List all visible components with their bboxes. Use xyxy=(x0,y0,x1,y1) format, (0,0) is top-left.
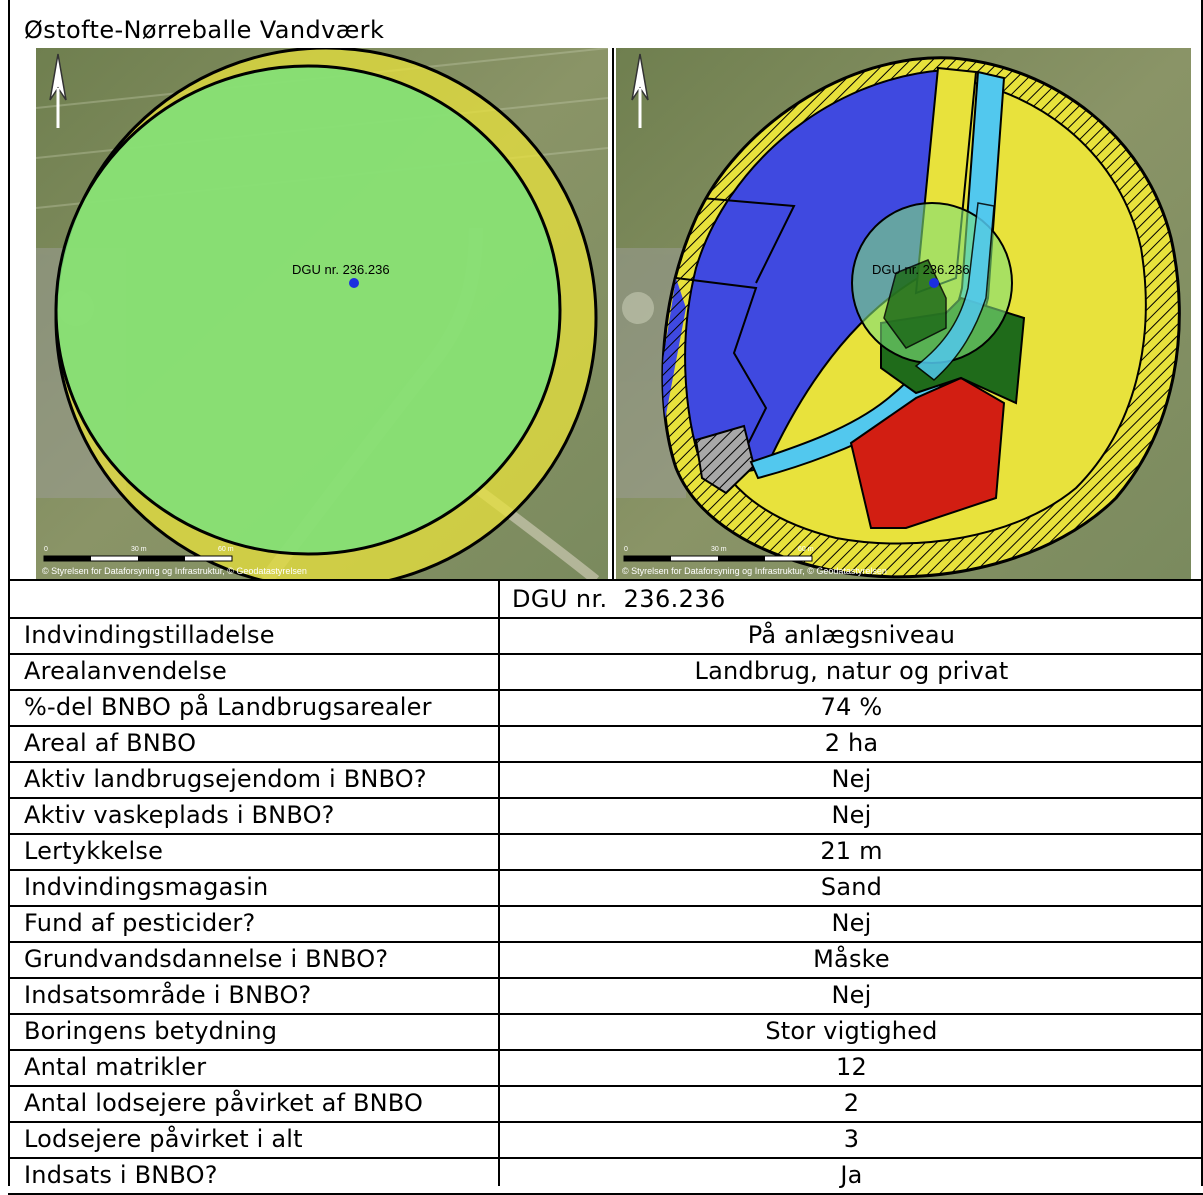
table-rule xyxy=(8,905,1203,907)
well-id-header: DGU nr. 236.236 xyxy=(512,585,726,613)
scale-tick-30: 30 m xyxy=(711,546,727,553)
row-label: Grundvandsdannelse i BNBO? xyxy=(24,945,389,973)
table-row: %-del BNBO på Landbrugsarealer 74 % xyxy=(0,689,1203,725)
scale-tick-60: 60 m xyxy=(798,546,814,553)
page-title: Østofte-Nørreballe Vandværk xyxy=(24,16,385,44)
table-row: Antal matrikler 12 xyxy=(0,1049,1203,1085)
table-rule xyxy=(8,797,1203,799)
table-rule xyxy=(8,1121,1203,1123)
row-value: Måske xyxy=(813,945,890,973)
table-rule xyxy=(8,617,1203,619)
well-label: DGU nr. 236.236 xyxy=(872,262,970,277)
table-rule xyxy=(8,1013,1203,1015)
table-row: Lodsejere påvirket i alt 3 xyxy=(0,1121,1203,1157)
table-row: Indvindingstilladelse På anlægsniveau xyxy=(0,617,1203,653)
row-value: 12 xyxy=(836,1053,867,1081)
scale-tick-30: 30 m xyxy=(131,546,147,553)
table-rule xyxy=(8,1157,1203,1159)
row-label: Antal matrikler xyxy=(24,1053,207,1081)
row-value: 2 ha xyxy=(824,729,879,757)
row-value: Nej xyxy=(831,765,872,793)
scale-tick-0: 0 xyxy=(44,546,48,553)
table-header-row: DGU nr. 236.236 xyxy=(0,581,1203,617)
row-label: Indsatsområde i BNBO? xyxy=(24,981,312,1009)
well-point-icon xyxy=(929,278,939,288)
table-row: Aktiv vaskeplads i BNBO? Nej xyxy=(0,797,1203,833)
row-label: Indsats i BNBO? xyxy=(24,1161,218,1189)
row-value: Ja xyxy=(840,1161,863,1189)
row-label: Aktiv landbrugsejendom i BNBO? xyxy=(24,765,427,793)
map-divider xyxy=(612,48,614,581)
map-land-use-bnbo: DGU nr. 236.236 0 30 m 60 m © Styrelsen … xyxy=(616,48,1191,580)
row-label: Lertykkelse xyxy=(24,837,164,865)
table-row: Indvindingsmagasin Sand xyxy=(0,869,1203,905)
table-row: Fund af pesticider? Nej xyxy=(0,905,1203,941)
row-value: På anlægsniveau xyxy=(747,621,956,649)
row-label: %-del BNBO på Landbrugsarealer xyxy=(24,693,432,721)
row-value: Nej xyxy=(831,909,872,937)
row-label: Lodsejere påvirket i alt xyxy=(24,1125,303,1153)
table-row: Boringens betydning Stor vigtighed xyxy=(0,1013,1203,1049)
well-point-icon xyxy=(349,278,359,288)
table-row: Areal af BNBO 2 ha xyxy=(0,725,1203,761)
frame-right xyxy=(1201,0,1203,1186)
table-row: Antal lodsejere påvirket af BNBO 2 xyxy=(0,1085,1203,1121)
north-arrow-icon xyxy=(49,53,67,128)
row-value: Stor vigtighed xyxy=(765,1017,938,1045)
divider xyxy=(8,579,1203,581)
column-divider xyxy=(498,581,500,1186)
well-label: DGU nr. 236.236 xyxy=(292,262,390,277)
row-value: 21 m xyxy=(820,837,883,865)
row-label: Indvindingsmagasin xyxy=(24,873,269,901)
table-rule xyxy=(8,761,1203,763)
row-value: Nej xyxy=(831,981,872,1009)
row-value: 3 xyxy=(843,1125,860,1153)
scale-tick-60: 60 m xyxy=(218,546,234,553)
table-row: Aktiv landbrugsejendom i BNBO? Nej xyxy=(0,761,1203,797)
row-value: 2 xyxy=(843,1089,860,1117)
row-label: Indvindingstilladelse xyxy=(24,621,275,649)
row-label: Boringens betydning xyxy=(24,1017,278,1045)
north-arrow-icon xyxy=(631,53,649,128)
table-row: Grundvandsdannelse i BNBO? Måske xyxy=(0,941,1203,977)
row-label: Areal af BNBO xyxy=(24,729,197,757)
table-rule xyxy=(8,653,1203,655)
map-attribution: © Styrelsen for Dataforsyning og Infrast… xyxy=(622,566,887,576)
row-label: Arealanvendelse xyxy=(24,657,227,685)
row-label: Aktiv vaskeplads i BNBO? xyxy=(24,801,335,829)
map-attribution: © Styrelsen for Dataforsyning og Infrast… xyxy=(42,566,307,576)
row-value: Nej xyxy=(831,801,872,829)
table-rule xyxy=(8,689,1203,691)
table-rule xyxy=(8,869,1203,871)
table-rule xyxy=(8,725,1203,727)
table-row: Indsatsområde i BNBO? Nej xyxy=(0,977,1203,1013)
table-rule xyxy=(8,977,1203,979)
map-overall-bnbo: DGU nr. 236.236 0 30 m 60 m © Styrelsen … xyxy=(36,48,608,580)
row-value: Landbrug, natur og privat xyxy=(694,657,1009,685)
table-rule xyxy=(8,1085,1203,1087)
frame-left xyxy=(8,0,10,1186)
row-label: Fund af pesticider? xyxy=(24,909,256,937)
table-row: Indsats i BNBO? Ja xyxy=(0,1157,1203,1193)
table-row: Arealanvendelse Landbrug, natur og privat xyxy=(0,653,1203,689)
table-rule xyxy=(8,941,1203,943)
scale-tick-0: 0 xyxy=(624,546,628,553)
table-rule xyxy=(8,833,1203,835)
table-row: Lertykkelse 21 m xyxy=(0,833,1203,869)
row-value: 74 % xyxy=(820,693,883,721)
table-rule xyxy=(8,1049,1203,1051)
row-label: Antal lodsejere påvirket af BNBO xyxy=(24,1089,424,1117)
row-value: Sand xyxy=(820,873,883,901)
